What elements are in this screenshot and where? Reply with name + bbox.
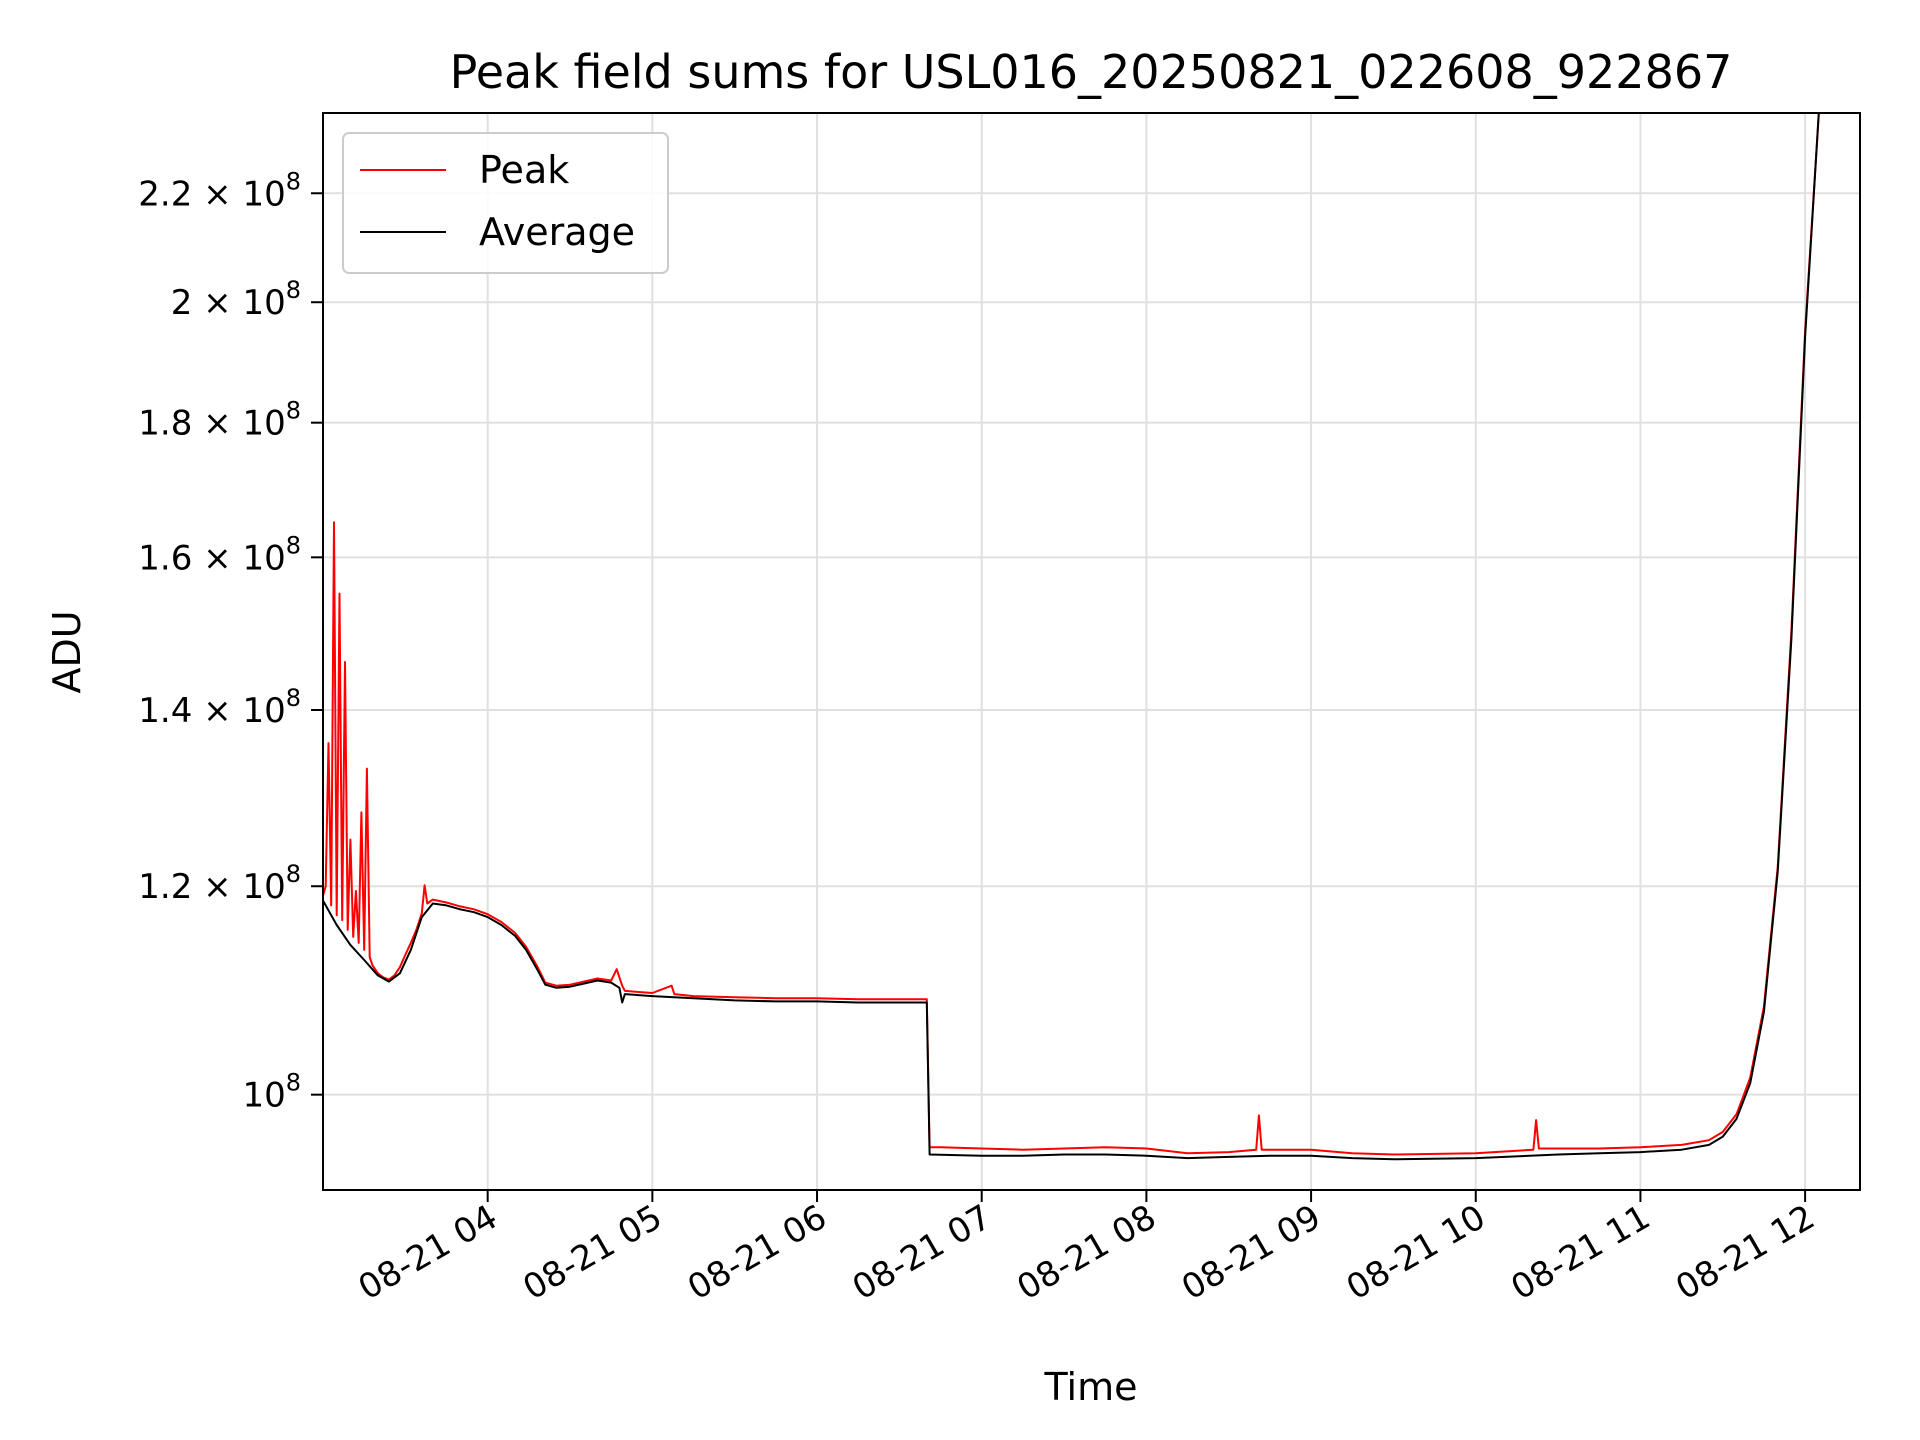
x-tick-label: 08-21 08 [1010,1197,1162,1308]
y-axis-label: ADU [45,610,89,693]
x-tick-label: 08-21 12 [1669,1197,1821,1308]
x-tick-label: 08-21 05 [516,1197,668,1308]
y-axis-ticks: 108 1.2 × 108 1.4 × 108 1.6 × 108 1.8 × 108 2… [138,167,323,1116]
y-tick-label: 1.2 × 108 [138,860,301,907]
series-line-average [323,113,1820,1161]
legend-box [342,132,669,274]
x-tick-label: 08-21 04 [352,1197,504,1308]
y-tick-label: 108 [242,1069,301,1116]
x-tick-label: 08-21 07 [846,1197,998,1308]
legend-label-average: Average [479,210,635,254]
x-tick-label: 08-21 06 [681,1197,833,1308]
y-tick-label: 2 × 108 [171,276,301,323]
chart-title: Peak field sums for USL016_20250821_0226… [450,45,1733,99]
y-tick-label: 1.8 × 108 [138,397,301,444]
x-tick-label: 08-21 10 [1340,1197,1492,1308]
x-tick-label: 08-21 11 [1505,1197,1657,1308]
x-axis-ticks: 08-21 04 08-21 05 08-21 06 08-21 07 08-21 08… [352,1190,1822,1308]
y-tick-label: 2.2 × 108 [138,167,301,214]
y-tick-label: 1.4 × 108 [138,684,301,731]
series-layer [323,113,1820,1161]
plot-frame [322,112,1861,1191]
y-tick-label: 1.6 × 108 [138,531,301,578]
legend-label-peak: Peak [479,148,569,192]
series-line-peak [323,113,1820,1156]
x-tick-label: 08-21 09 [1175,1197,1327,1308]
grid [323,113,1860,1190]
legend: Peak Average [342,132,669,274]
x-axis-label: Time [1044,1365,1138,1409]
